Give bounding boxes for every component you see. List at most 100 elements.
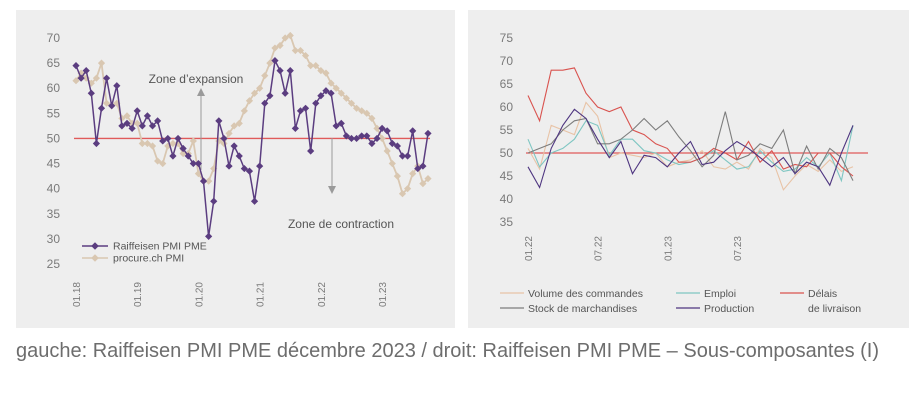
figure-caption: gauche: Raiffeisen PMI PME décembre 2023…	[16, 340, 879, 362]
raiffeisen-point	[108, 102, 116, 110]
procure-point	[398, 190, 407, 198]
raiffeisen-point	[322, 87, 330, 95]
raiffeisen-point	[358, 132, 366, 140]
raiffeisen-point	[128, 124, 136, 132]
series-volume-commandes	[527, 101, 854, 191]
x-tick-label: 01.19	[133, 282, 144, 307]
procure-point	[332, 84, 340, 92]
procure-point	[159, 159, 167, 168]
procure-point	[225, 129, 233, 138]
x-tick-label: 01.23	[663, 236, 674, 261]
legend-stock-label: Stock de marchandises	[528, 303, 637, 315]
raiffeisen-point	[424, 129, 432, 138]
raiffeisen-point	[398, 152, 407, 160]
x-tick-label: 07.22	[594, 236, 605, 261]
raiffeisen-point	[342, 132, 350, 140]
procure-point	[296, 46, 305, 55]
procure-point	[388, 159, 396, 168]
procure-point	[291, 46, 299, 55]
x-tick-label: 07.23	[733, 236, 744, 261]
x-tick-label: 01.21	[256, 282, 267, 307]
raiffeisen-point	[388, 139, 396, 148]
x-tick-label: 01.23	[378, 282, 389, 307]
procure-point	[286, 31, 294, 40]
y-tick-label: 50	[47, 131, 61, 145]
right-chart-panel: 35 40 45 50 55 60 65 70 75 01.22 07.22 01.23 07.23 Vo…	[468, 10, 909, 328]
procure-point	[368, 114, 376, 122]
raiffeisen-point	[347, 134, 356, 143]
y-tick-label: 35	[47, 207, 61, 221]
sub-components-chart: 35 40 45 50 55 60 65 70 75 01.22 07.22 01.23 07.23 Vo…	[500, 31, 868, 315]
raiffeisen-point	[133, 107, 141, 115]
legend-delais-line1: Délais	[808, 288, 837, 300]
raiffeisen-point	[409, 127, 417, 135]
raiffeisen-point	[383, 127, 391, 135]
procure-point	[123, 112, 131, 120]
raiffeisen-point	[373, 134, 381, 143]
raiffeisen-point	[332, 122, 340, 130]
y-tick-label: 30	[47, 232, 61, 246]
procure-point	[337, 89, 345, 97]
left-chart-panel: 25 30 35 40 45 50 55 60 65 70 01.18 01.19 01.20 01.21…	[16, 10, 455, 328]
raiffeisen-point	[301, 104, 310, 112]
raiffeisen-point	[276, 67, 284, 75]
procure-point	[363, 109, 371, 117]
raiffeisen-point	[215, 117, 223, 125]
raiffeisen-point	[250, 197, 259, 205]
x-tick-label: 01.22	[317, 282, 328, 307]
raiffeisen-point	[240, 164, 248, 173]
procure-point	[92, 74, 101, 82]
raiffeisen-point	[281, 89, 289, 97]
raiffeisen-point	[235, 152, 243, 160]
y-tick-label: 60	[500, 100, 514, 114]
legend-procure-label: procure.ch PMI	[113, 253, 184, 265]
legend-raiffeisen-marker	[91, 242, 99, 250]
procure-point	[403, 185, 412, 193]
y-tick-label: 45	[500, 169, 514, 183]
raiffeisen-point	[97, 104, 106, 112]
raiffeisen-point	[296, 107, 305, 115]
y-tick-label: 65	[500, 77, 514, 91]
raiffeisen-point	[286, 67, 294, 75]
procure-point	[271, 44, 279, 52]
legend-delais-line2: de livraison	[808, 303, 861, 315]
raiffeisen-point	[271, 57, 279, 65]
procure-point	[250, 89, 259, 97]
raiffeisen-point	[414, 164, 422, 173]
legend-production-label: Production	[704, 303, 754, 315]
raiffeisen-point	[199, 177, 208, 185]
procure-point	[245, 97, 254, 105]
raiffeisen-point	[307, 147, 315, 155]
procure-point	[103, 99, 111, 107]
procure-point	[307, 62, 315, 70]
procure-point	[383, 147, 391, 155]
contraction-arrow-head	[328, 186, 336, 194]
raiffeisen-point	[403, 152, 412, 160]
raiffeisen-point	[164, 134, 172, 143]
raiffeisen-point	[159, 137, 167, 145]
procure-point	[347, 99, 356, 107]
raiffeisen-pmi-chart: 25 30 35 40 45 50 55 60 65 70 01.18 01.19 01.20 01.21…	[47, 31, 432, 307]
x-tick-label: 01.18	[72, 282, 83, 307]
procure-point	[169, 139, 177, 148]
raiffeisen-point	[378, 124, 386, 132]
raiffeisen-point	[189, 159, 197, 168]
procure-point	[317, 67, 325, 75]
y-tick-label: 70	[500, 54, 514, 68]
procure-point	[281, 34, 289, 42]
procure-point	[352, 104, 361, 112]
raiffeisen-point	[245, 167, 254, 175]
procure-point	[256, 84, 264, 92]
raiffeisen-point	[154, 117, 162, 125]
raiffeisen-point	[368, 139, 376, 148]
legend-emploi-label: Emploi	[704, 288, 736, 300]
y-tick-label: 60	[47, 81, 61, 95]
annotation-expansion: Zone d’expansion	[149, 72, 244, 86]
procure-point	[143, 139, 152, 148]
raiffeisen-point	[118, 122, 126, 130]
raiffeisen-point	[72, 62, 80, 70]
procure-point	[235, 119, 243, 127]
raiffeisen-point	[113, 82, 121, 90]
raiffeisen-point	[138, 122, 146, 130]
raiffeisen-point	[317, 92, 325, 100]
